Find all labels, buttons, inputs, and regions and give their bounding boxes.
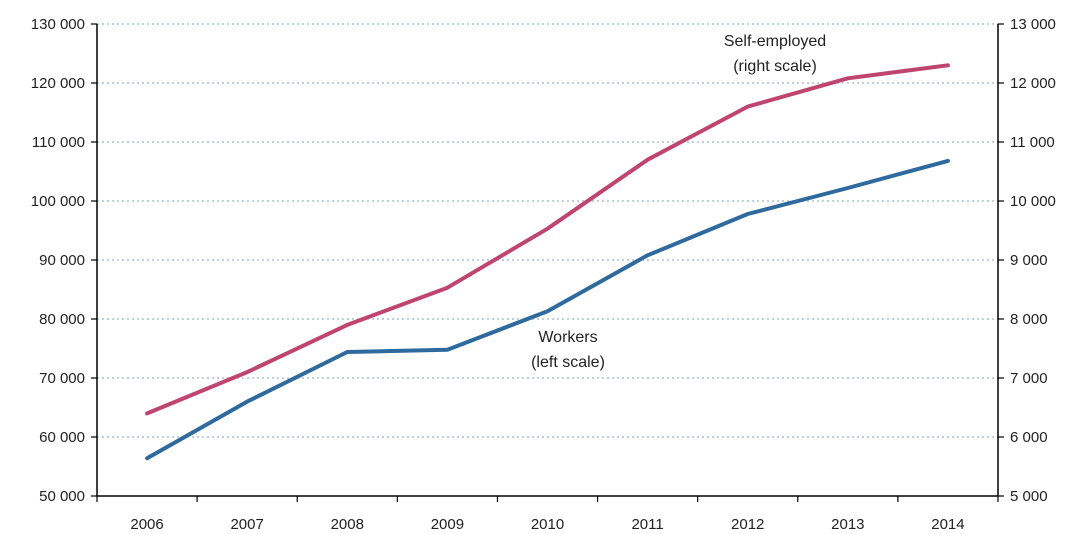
right-y-tick-label: 8 000 xyxy=(1010,311,1048,328)
x-tick-label: 2007 xyxy=(230,516,263,533)
x-tick-label: 2006 xyxy=(130,516,163,533)
workers-line xyxy=(145,158,950,461)
workers-label-line1: Workers xyxy=(538,329,597,346)
x-tick-label: 2014 xyxy=(931,516,964,533)
left-y-tick-label: 110 000 xyxy=(32,134,85,151)
left-y-tick-label: 120 000 xyxy=(31,75,85,92)
right-y-tick-label: 13 000 xyxy=(1010,16,1056,33)
right-y-tick-label: 7 000 xyxy=(1010,370,1048,387)
right-y-tick-label: 11 000 xyxy=(1010,134,1055,151)
axes: 50 000 60 000 70 000 80 000 90 000 100 000 110… xyxy=(31,16,1056,533)
right-y-tick-label: 10 000 xyxy=(1010,193,1056,210)
x-tick-label: 2011 xyxy=(631,516,663,533)
right-y-tick-label: 6 000 xyxy=(1010,429,1048,446)
left-y-tick-label: 80 000 xyxy=(39,311,85,328)
left-y-tick-label: 50 000 xyxy=(39,488,85,505)
left-y-tick-label: 90 000 xyxy=(39,252,85,269)
left-y-tick-label: 100 000 xyxy=(31,193,85,210)
x-tick-label: 2009 xyxy=(431,516,464,533)
self-employed-label-line2: (right scale) xyxy=(733,58,817,75)
x-tick-label: 2012 xyxy=(731,516,764,533)
right-y-tick-label: 5 000 xyxy=(1010,488,1048,505)
left-y-tick-label: 130 000 xyxy=(31,16,85,33)
gridlines xyxy=(97,23,998,438)
x-tick-label: 2013 xyxy=(831,516,864,533)
x-tick-label: 2010 xyxy=(531,516,564,533)
left-y-tick-label: 60 000 xyxy=(39,429,85,446)
right-y-tick-label: 12 000 xyxy=(1010,75,1056,92)
workers-label-line2: (left scale) xyxy=(531,354,605,371)
self-employed-label-line1: Self-employed xyxy=(724,33,826,50)
annotations: Self-employed (right scale) Workers (lef… xyxy=(531,33,826,371)
left-y-tick-label: 70 000 xyxy=(39,370,85,387)
x-tick-label: 2008 xyxy=(331,516,364,533)
right-y-tick-label: 9 000 xyxy=(1010,252,1048,269)
series-lines xyxy=(145,63,950,461)
